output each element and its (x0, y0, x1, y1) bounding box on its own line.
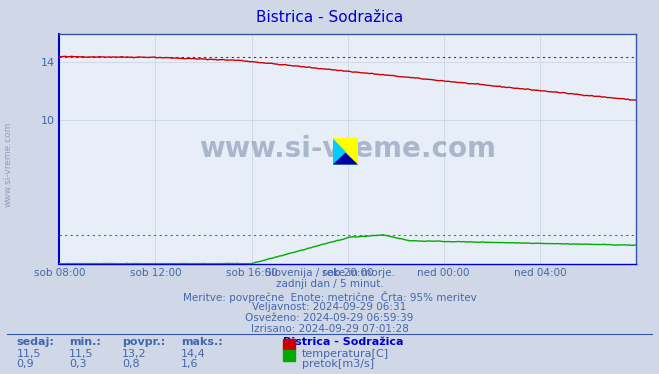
Text: Izrisano: 2024-09-29 07:01:28: Izrisano: 2024-09-29 07:01:28 (250, 324, 409, 334)
Text: Osveženo: 2024-09-29 06:59:39: Osveženo: 2024-09-29 06:59:39 (245, 313, 414, 323)
Text: 1,6: 1,6 (181, 359, 199, 369)
Polygon shape (333, 138, 358, 165)
Text: www.si-vreme.com: www.si-vreme.com (4, 122, 13, 207)
Text: 11,5: 11,5 (16, 349, 41, 359)
Text: sedaj:: sedaj: (16, 337, 54, 347)
Polygon shape (333, 153, 358, 165)
Text: Bistrica - Sodražica: Bistrica - Sodražica (283, 337, 404, 347)
Text: 0,9: 0,9 (16, 359, 34, 369)
Text: povpr.:: povpr.: (122, 337, 165, 347)
Polygon shape (333, 138, 358, 165)
Text: min.:: min.: (69, 337, 101, 347)
Text: Bistrica - Sodražica: Bistrica - Sodražica (256, 10, 403, 25)
Text: temperatura[C]: temperatura[C] (302, 349, 389, 359)
Text: www.si-vreme.com: www.si-vreme.com (199, 135, 496, 163)
Text: maks.:: maks.: (181, 337, 223, 347)
Text: Veljavnost: 2024-09-29 06:31: Veljavnost: 2024-09-29 06:31 (252, 302, 407, 312)
Text: zadnji dan / 5 minut.: zadnji dan / 5 minut. (275, 279, 384, 289)
Text: 14,4: 14,4 (181, 349, 206, 359)
Text: 11,5: 11,5 (69, 349, 94, 359)
Text: 13,2: 13,2 (122, 349, 146, 359)
Text: 0,8: 0,8 (122, 359, 140, 369)
Text: pretok[m3/s]: pretok[m3/s] (302, 359, 374, 369)
Text: Slovenija / reke in morje.: Slovenija / reke in morje. (264, 268, 395, 278)
Text: 0,3: 0,3 (69, 359, 87, 369)
Text: Meritve: povprečne  Enote: metrične  Črta: 95% meritev: Meritve: povprečne Enote: metrične Črta:… (183, 291, 476, 303)
